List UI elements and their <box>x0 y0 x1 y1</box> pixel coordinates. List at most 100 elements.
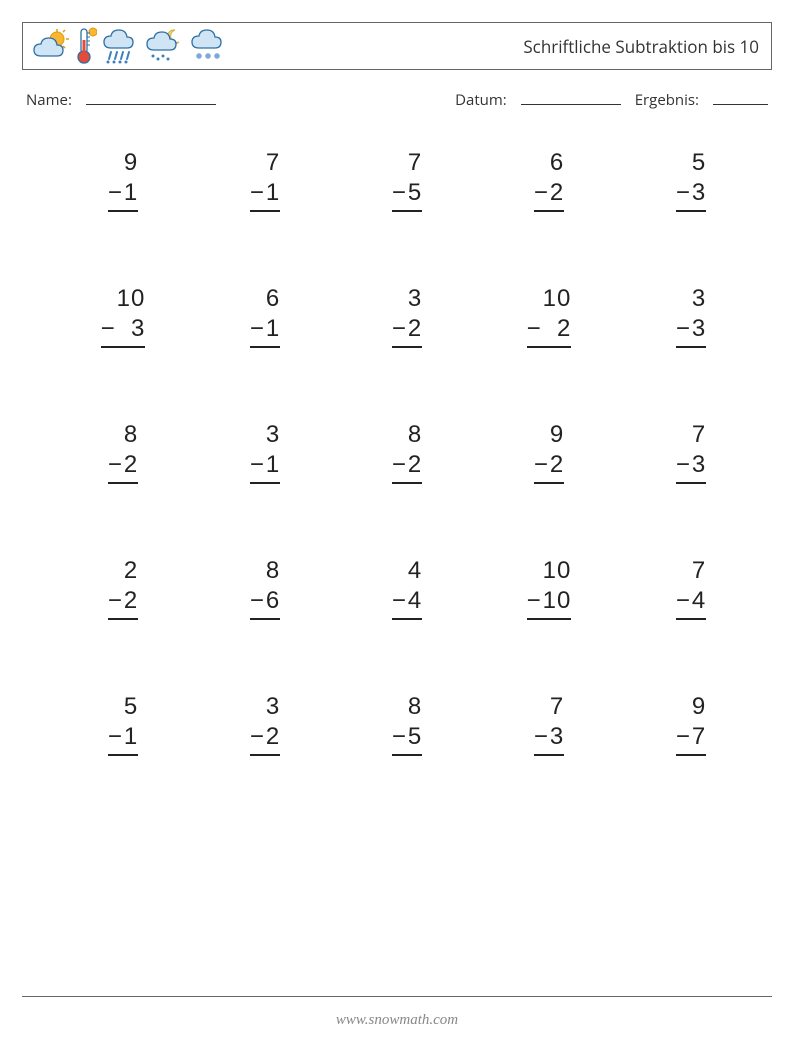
minuend-value: 6 <box>550 148 564 178</box>
subtrahend-value: 3 <box>117 314 146 344</box>
subtrahend-value: 1 <box>266 314 280 344</box>
problem: −7−3 <box>620 420 762 484</box>
problem: −8−2 <box>52 420 194 484</box>
subtrahend-value: 4 <box>408 586 422 616</box>
name-blank[interactable] <box>86 88 216 105</box>
problem-stack: −10−10 <box>527 556 572 620</box>
minuend-value: 7 <box>550 692 564 722</box>
minuend: −10 <box>101 284 146 314</box>
problem: −8−5 <box>336 692 478 756</box>
minuend: −9 <box>108 148 138 178</box>
problem: −9−1 <box>52 148 194 212</box>
subtrahend: − 2 <box>527 314 572 344</box>
rule-line <box>108 754 138 756</box>
problem-stack: −3−2 <box>250 692 280 756</box>
minuend-value: 9 <box>550 420 564 450</box>
minuend: −7 <box>534 692 564 722</box>
minuend: −6 <box>534 148 564 178</box>
minuend-value: 8 <box>408 692 422 722</box>
problem-stack: −4−4 <box>392 556 422 620</box>
subtrahend: −5 <box>392 722 422 752</box>
date-blank[interactable] <box>521 88 621 105</box>
header-bar: Schriftliche Subtraktion bis 10 <box>22 22 772 70</box>
page: Schriftliche Subtraktion bis 10 Name: Da… <box>0 0 794 756</box>
subtrahend-value: 3 <box>550 722 564 752</box>
problem-stack: −8−2 <box>108 420 138 484</box>
subtrahend-value: 1 <box>266 450 280 480</box>
subtrahend: −1 <box>250 314 280 344</box>
minuend: −7 <box>676 556 706 586</box>
minus-sign: − <box>676 586 690 616</box>
minuend-value: 7 <box>692 420 706 450</box>
subtrahend: −2 <box>108 450 138 480</box>
snow-cloud-icon <box>189 26 229 66</box>
weather-icons-row <box>31 26 229 66</box>
problem-stack: −3−2 <box>392 284 422 348</box>
rule-line <box>527 618 572 620</box>
subtrahend: −5 <box>392 178 422 208</box>
problem: −8−2 <box>336 420 478 484</box>
result-label: Ergebnis: <box>635 90 699 110</box>
minuend-value: 8 <box>124 420 138 450</box>
rule-line <box>534 210 564 212</box>
minuend: −10 <box>527 556 572 586</box>
minuend: −8 <box>250 556 280 586</box>
subtrahend: − 3 <box>101 314 146 344</box>
subtrahend-value: 5 <box>408 178 422 208</box>
rule-line <box>108 618 138 620</box>
rule-line <box>250 618 280 620</box>
problem: −3−2 <box>336 284 478 348</box>
rule-line <box>392 210 422 212</box>
rule-line <box>534 754 564 756</box>
problem: −10− 2 <box>478 284 620 348</box>
rule-line <box>676 618 706 620</box>
subtrahend: −2 <box>534 178 564 208</box>
subtrahend: −2 <box>392 314 422 344</box>
minus-sign: − <box>392 586 406 616</box>
problem: −2−2 <box>52 556 194 620</box>
minus-sign: − <box>108 586 122 616</box>
rule-line <box>676 346 706 348</box>
subtrahend: −1 <box>250 178 280 208</box>
result-blank[interactable] <box>713 88 768 105</box>
minus-sign: − <box>534 178 548 208</box>
moon-cloud-icon <box>145 26 185 66</box>
problem-stack: −8−2 <box>392 420 422 484</box>
minus-sign: − <box>250 314 264 344</box>
problem-stack: −7−3 <box>534 692 564 756</box>
problem-stack: −6−1 <box>250 284 280 348</box>
minus-sign: − <box>534 722 548 752</box>
problem-grid: −9−1−7−1−7−5−6−2−5−3−10− 3−6−1−3−2−10− 2… <box>22 148 772 756</box>
subtrahend-value: 2 <box>266 722 280 752</box>
minuend: −7 <box>250 148 280 178</box>
minus-sign: − <box>676 314 690 344</box>
minuend: −9 <box>676 692 706 722</box>
problem: −7−4 <box>620 556 762 620</box>
subtrahend: −2 <box>250 722 280 752</box>
minuend-value: 3 <box>266 420 280 450</box>
minuend: −5 <box>108 692 138 722</box>
rule-line <box>392 482 422 484</box>
problem-stack: −7−3 <box>676 420 706 484</box>
rule-line <box>676 482 706 484</box>
problem: −6−2 <box>478 148 620 212</box>
minus-sign: − <box>527 314 541 344</box>
rule-line <box>392 346 422 348</box>
problem-stack: −7−5 <box>392 148 422 212</box>
subtrahend: −3 <box>676 178 706 208</box>
subtrahend: −3 <box>676 314 706 344</box>
rule-line <box>250 754 280 756</box>
meta-row: Name: Datum: Ergebnis: <box>26 88 768 110</box>
worksheet-title: Schriftliche Subtraktion bis 10 <box>523 35 759 58</box>
minuend-value: 3 <box>408 284 422 314</box>
minuend-value: 9 <box>124 148 138 178</box>
problem-stack: −2−2 <box>108 556 138 620</box>
problem: −7−1 <box>194 148 336 212</box>
minuend: −7 <box>392 148 422 178</box>
minuend: −3 <box>676 284 706 314</box>
problem: −4−4 <box>336 556 478 620</box>
problem-stack: −8−6 <box>250 556 280 620</box>
problem-stack: −3−1 <box>250 420 280 484</box>
minuend-value: 2 <box>124 556 138 586</box>
subtrahend-value: 3 <box>692 450 706 480</box>
